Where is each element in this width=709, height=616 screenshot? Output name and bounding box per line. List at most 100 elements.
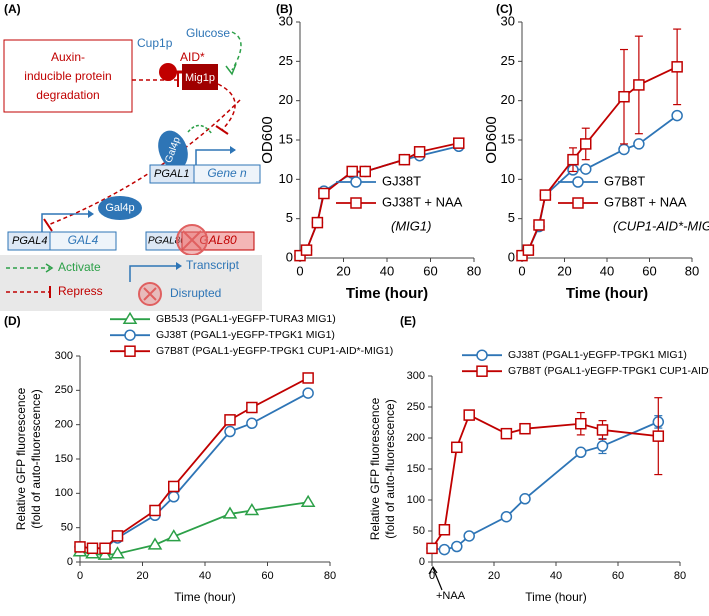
disrupted-x [143,287,157,301]
panel-label: (B) [276,2,293,16]
label: Gene n [207,166,247,180]
legend-marker [476,365,488,377]
legend-text: G7B8T [604,173,645,188]
y-tick-label: 15 [279,131,293,146]
marker [671,61,683,73]
x-tick-label: 60 [261,570,273,582]
marker [596,440,609,452]
gene-box [193,164,261,184]
mig1p-box [182,64,218,90]
cup1p-shape [159,63,177,81]
series-line [79,377,309,550]
marker [580,138,592,150]
marker [244,503,260,516]
legend-text: Repress [58,284,103,298]
label: Glucose [186,26,230,40]
repress-line [217,83,236,131]
marker [500,510,513,523]
marker [652,430,665,442]
legend-marker [122,311,138,324]
marker [438,543,451,556]
y-tick-label: 50 [413,525,425,537]
label: Cup1p [137,36,173,50]
marker [147,537,163,550]
gal4p-shape [98,196,142,220]
y-tick-label: 300 [55,350,73,362]
arrow-head [45,263,54,273]
legend-text: GB5J3 (PGAL1-yEGFP-TURA3 MIG1) [156,313,336,325]
legend-marker [572,176,584,188]
x-tick-label: 80 [467,263,481,278]
legend-text: GJ38T [382,173,421,188]
marker [359,165,371,178]
marker [438,524,451,536]
marker [413,146,426,158]
legend-text: Transcript [186,258,240,272]
marker [618,90,630,103]
marker [500,427,513,440]
marker [224,425,236,438]
marker [99,542,111,555]
legend-text: G7B8T + NAA [604,194,687,209]
transcript-sample [129,265,180,282]
legend-text: G7B8T (PGAL1-yEGFP-TPGK1 CUP1-AID*-MIG1) [508,365,709,377]
marker [451,441,463,454]
series-line [521,114,678,257]
chart: (C) 0 5 10 15 20 25 30 0 20 40 60 80 Time (hour) OD600… [483,2,709,302]
legend-text: Activate [58,260,101,274]
legend-text: GJ38T (PGAL1-yEGFP-TPGK1 MIG1) [156,329,335,341]
marker [398,153,411,166]
gal4p-shape [158,130,188,170]
chart: (E) 0 50 100 150 200 250 300 0 20 40 60 80 Time (hour… [368,314,709,604]
marker [246,417,258,430]
box-text: degradation [36,88,99,102]
marker [633,138,645,150]
x-tick-label: 60 [642,263,656,278]
y-axis-label: (fold of auto-fluorescence) [383,399,397,538]
activate-arrow [187,124,213,135]
transcript-arrow [195,149,235,165]
x-axis-label: Time (hour) [346,285,428,302]
label: PGAL1 [154,168,189,180]
label: AID* [180,50,205,64]
marker [519,493,531,505]
x-tick-label: 40 [199,570,211,582]
x-axis-label: Time (hour) [174,590,236,604]
marker [110,546,125,559]
marker [166,529,182,542]
marker [580,163,592,175]
marker [97,547,113,560]
x-tick-label: 0 [77,570,83,582]
annotation: +NAA [436,590,466,602]
activate-arrow [231,31,242,71]
legend-marker [350,197,362,209]
marker [74,541,86,553]
panel-label: (C) [496,2,513,16]
y-tick-label: 0 [419,556,425,568]
y-tick-label: 200 [55,419,73,431]
y-tick-label: 30 [501,13,515,28]
label: PGAL4 [12,235,47,247]
y-tick-label: 10 [279,171,293,186]
x-tick-label: 0 [429,570,435,582]
marker [567,153,579,166]
y-tick-label: 150 [55,453,73,465]
marker [302,372,314,384]
marker [618,143,630,156]
y-tick-label: 10 [501,171,515,186]
y-axis-label: Relative GFP fluorescence [14,387,28,530]
x-tick-label: 20 [488,570,500,582]
x-tick-label: 60 [423,263,437,278]
box-text: Auxin- [51,50,85,64]
annotation-arrow [432,567,443,591]
annotation: (MIG1) [391,218,431,233]
legend-text: GJ38T + NAA [382,194,463,209]
y-tick-label: 250 [407,401,425,413]
chart: (D) 0 50 100 150 200 250 300 0 20 40 60 80 Time (hour… [4,311,393,604]
legend-marker [476,349,488,361]
y-tick-label: 200 [407,432,425,444]
y-axis-label: OD600 [259,116,276,164]
marker [575,446,587,459]
transcript-arrow [41,213,92,232]
